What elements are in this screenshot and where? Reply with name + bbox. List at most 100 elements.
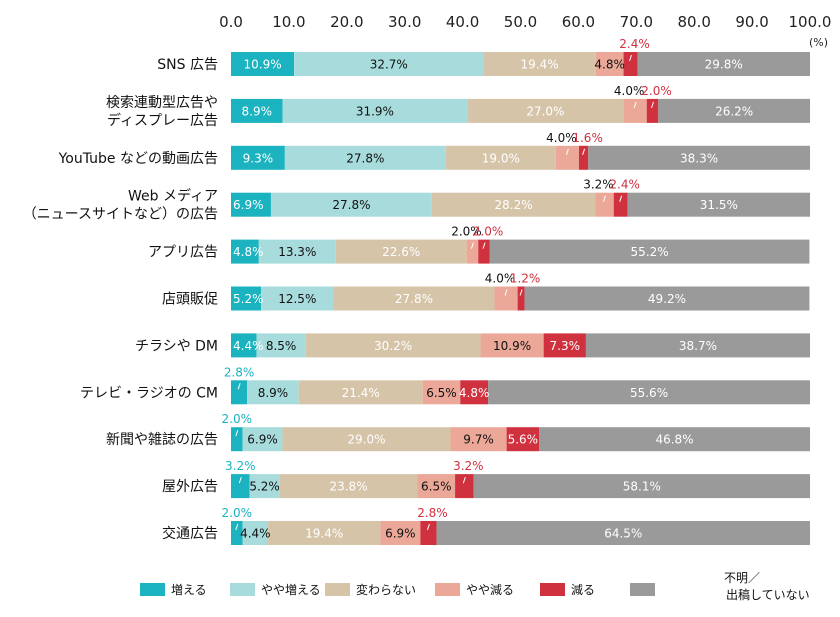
bar-segment (460, 380, 489, 405)
bar-segment (478, 239, 490, 264)
leader-tick (482, 242, 486, 249)
bar-row (231, 192, 810, 217)
x-tick-label: 60.0 (562, 13, 595, 31)
bar-segment (494, 286, 518, 311)
leader-tick (619, 195, 623, 202)
data-label: 7.3% (550, 339, 581, 353)
bar-segment (249, 474, 280, 499)
data-label: 31.5% (700, 198, 738, 212)
x-tick-label: 20.0 (330, 13, 363, 31)
bar-segment (489, 239, 810, 264)
leader-tick (582, 148, 586, 155)
leader-tick (519, 289, 523, 296)
data-label: 6.9% (247, 433, 278, 447)
category-label: 屋外広告 (162, 479, 218, 495)
data-label: 5.6% (508, 433, 539, 447)
data-label: 27.8% (395, 292, 433, 306)
data-label: 3.2% (583, 178, 614, 192)
data-label: 10.9% (243, 58, 281, 72)
legend-label: 減る (571, 582, 595, 597)
data-label: 29.0% (347, 433, 385, 447)
data-label: 4.8% (459, 386, 490, 400)
data-label: 3.2% (225, 459, 256, 473)
bar-segment (270, 192, 432, 217)
bar-segment (595, 52, 624, 76)
data-label: 29.8% (705, 58, 743, 72)
x-tick-label: 80.0 (677, 13, 710, 31)
category-label: テレビ・ラジオの CM (80, 385, 218, 401)
data-label: 22.6% (382, 245, 420, 259)
data-label: 8.9% (258, 386, 289, 400)
bar-segment (305, 333, 481, 358)
x-tick-label: 10.0 (272, 13, 305, 31)
data-label: 4.8% (233, 245, 264, 259)
bar-row (231, 52, 810, 76)
bar-segment (247, 380, 299, 405)
data-label: 28.2% (494, 198, 532, 212)
data-label: 8.9% (242, 104, 273, 118)
data-label: 32.7% (370, 58, 408, 72)
x-tick-label: 40.0 (446, 13, 479, 31)
bar-segment (380, 521, 421, 545)
data-label: 19.0% (482, 151, 520, 165)
bar-segment (480, 333, 544, 358)
x-tick-label: 50.0 (504, 13, 537, 31)
category-label: （ニュースサイトなど）の広告 (23, 207, 218, 223)
data-label: 4.0% (546, 131, 577, 145)
leader-tick (235, 430, 239, 437)
data-label: 5.2% (233, 292, 264, 306)
legend-swatch (540, 583, 565, 596)
legend-label: やや増える (261, 583, 321, 597)
bar-segment (422, 380, 461, 405)
bar-segment (258, 239, 336, 264)
bar-segment (455, 474, 474, 499)
data-label: 1.6% (572, 131, 603, 145)
legend-label: 増える (171, 583, 207, 597)
category-label: チラシや DM (135, 338, 218, 354)
bar-segment (445, 145, 556, 170)
data-label: 21.4% (342, 386, 380, 400)
data-label: 6.9% (385, 527, 416, 541)
x-tick-label: 90.0 (735, 13, 768, 31)
leader-tick (426, 523, 430, 531)
category-label: 店頭販促 (162, 292, 218, 308)
bar-segment (517, 286, 525, 311)
bar-segment (585, 333, 810, 358)
data-label: 23.8% (329, 480, 367, 494)
data-label: 4.0% (485, 272, 516, 286)
bar-segment (284, 145, 446, 170)
bar-segment (420, 521, 437, 545)
bar-segment (282, 427, 451, 452)
legend-label: 出稿していない (726, 587, 810, 602)
data-label: 2.0% (641, 84, 672, 98)
bar-segment (637, 52, 810, 76)
bar-segment (613, 192, 628, 217)
category-label: YouTube などの動画広告 (58, 151, 218, 167)
data-label: 3.2% (453, 459, 484, 473)
unit-label: (%) (809, 36, 828, 49)
legend-label: 変わらない (356, 582, 416, 597)
bar-segment (588, 145, 810, 170)
data-label: 6.5% (426, 386, 457, 400)
leader-tick (238, 476, 242, 484)
bar-segment (279, 474, 418, 499)
x-tick-label: 0.0 (219, 13, 243, 31)
data-label: 2.0% (451, 225, 482, 239)
bar-segment (242, 521, 269, 545)
data-label: 2.8% (224, 365, 255, 379)
bar-segment (294, 52, 484, 76)
category-label: SNS 広告 (157, 57, 218, 73)
legend-swatch (140, 583, 165, 596)
bar-segment (282, 98, 468, 123)
category-label: 検索連動型広告や (106, 94, 218, 111)
bar-row (231, 98, 810, 123)
data-label: 13.3% (278, 245, 316, 259)
data-label: 2.0% (222, 506, 253, 520)
data-label: 4.0% (614, 84, 645, 98)
bar-segment (231, 333, 257, 358)
bar-segment (298, 380, 423, 405)
data-label: 2.4% (609, 178, 640, 192)
data-label: 58.1% (623, 480, 661, 494)
bar-segment (595, 192, 614, 217)
